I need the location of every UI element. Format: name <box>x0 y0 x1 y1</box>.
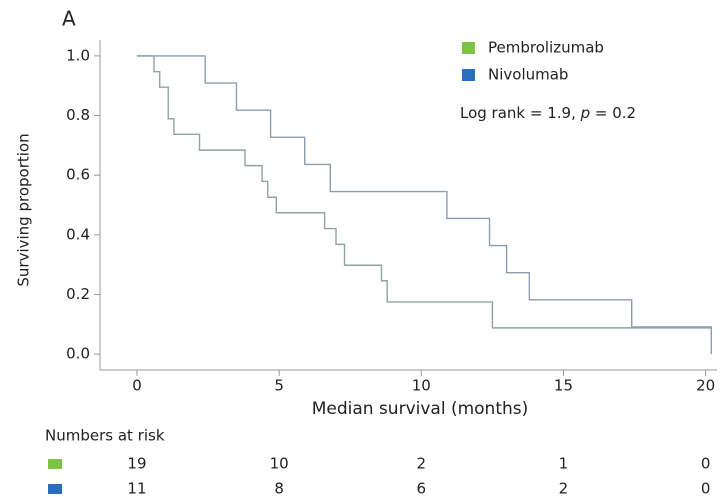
legend-label: Nivolumab <box>488 66 568 84</box>
risk-count: 0 <box>701 480 711 497</box>
x-tick-label: 15 <box>554 377 573 395</box>
y-axis-label: Surviving proportion <box>15 133 33 286</box>
risk-count: 1 <box>559 455 569 473</box>
annotation: Log rank = 1.9, p = 0.2 <box>460 104 636 122</box>
survival-curve <box>136 55 712 329</box>
risk-marker <box>48 459 62 469</box>
risk-marker <box>48 484 62 494</box>
y-tick-label: 0.4 <box>66 225 90 243</box>
risk-count: 2 <box>417 455 427 473</box>
y-tick-label: 1.0 <box>66 46 90 64</box>
y-tick-label: 0.0 <box>66 345 90 363</box>
risk-count: 6 <box>417 480 427 497</box>
annotation-text: = 0.2 <box>590 104 636 122</box>
y-tick-label: 0.8 <box>66 106 90 124</box>
risk-count: 11 <box>127 480 146 497</box>
x-tick-label: 20 <box>696 377 715 395</box>
risk-count: 2 <box>559 480 569 497</box>
risk-count: 8 <box>274 480 284 497</box>
x-tick-label: 0 <box>132 377 142 395</box>
annotation-text: p <box>580 104 591 122</box>
risk-count: 19 <box>127 455 146 473</box>
risk-title: Numbers at risk <box>45 427 165 445</box>
legend-marker <box>462 42 475 54</box>
y-tick-label: 0.6 <box>66 166 90 184</box>
x-axis-label: Median survival (months) <box>312 399 529 419</box>
risk-count: 0 <box>701 455 711 473</box>
survival-curve <box>136 55 713 355</box>
y-tick-label: 0.2 <box>66 285 90 303</box>
x-tick-label: 10 <box>412 377 431 395</box>
annotation-text: Log rank = 1.9, <box>460 104 581 122</box>
risk-count: 10 <box>270 455 289 473</box>
panel-label: A <box>62 7 76 31</box>
legend-marker <box>462 69 475 81</box>
x-tick-label: 5 <box>274 377 284 395</box>
legend-label: Pembrolizumab <box>488 39 604 57</box>
